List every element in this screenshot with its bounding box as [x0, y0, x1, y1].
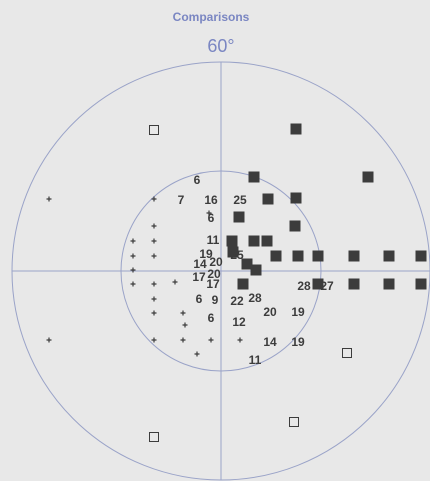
plus-marker — [182, 322, 188, 328]
filled-square-marker — [415, 278, 427, 290]
filled-square-marker — [241, 258, 253, 270]
open-square-marker — [342, 348, 352, 358]
plus-marker — [130, 267, 136, 273]
threshold-value: 20 — [209, 255, 223, 269]
threshold-value: 12 — [232, 315, 246, 329]
threshold-value: 16 — [204, 193, 218, 207]
plus-marker — [172, 279, 178, 285]
plus-marker — [208, 337, 214, 343]
threshold-value: 28 — [297, 279, 311, 293]
plus-marker — [46, 337, 52, 343]
plus-marker — [151, 223, 157, 229]
filled-square-marker — [312, 250, 324, 262]
threshold-value: 11 — [249, 353, 262, 367]
plus-marker — [237, 337, 243, 343]
threshold-value: 28 — [248, 291, 262, 305]
threshold-value: 11 — [207, 233, 220, 247]
threshold-value: 22 — [230, 294, 244, 308]
filled-square-marker — [292, 250, 304, 262]
filled-square-marker — [289, 220, 301, 232]
filled-square-marker — [348, 278, 360, 290]
threshold-value: 20 — [263, 305, 277, 319]
filled-square-marker — [226, 235, 238, 247]
plus-marker — [194, 351, 200, 357]
filled-square-marker — [261, 235, 273, 247]
threshold-value: 25 — [233, 193, 247, 207]
threshold-value: 27 — [320, 279, 334, 293]
plus-marker — [151, 337, 157, 343]
filled-square-marker — [227, 246, 239, 258]
threshold-value: 25 — [230, 248, 244, 262]
filled-square-marker — [270, 250, 282, 262]
plus-marker — [130, 281, 136, 287]
threshold-value: 19 — [291, 335, 305, 349]
plus-marker — [46, 196, 52, 202]
filled-square-marker — [383, 250, 395, 262]
filled-square-marker — [248, 235, 260, 247]
plus-marker — [151, 281, 157, 287]
filled-square-marker — [290, 123, 302, 135]
filled-square-marker — [312, 278, 324, 290]
plus-marker — [151, 238, 157, 244]
plus-marker — [130, 238, 136, 244]
filled-square-marker — [237, 278, 249, 290]
threshold-value: 14 — [263, 335, 277, 349]
threshold-value: 17 — [192, 270, 206, 284]
threshold-value: 20 — [207, 267, 221, 281]
threshold-value: 7 — [178, 193, 185, 207]
filled-square-marker — [362, 171, 374, 183]
threshold-value: 19 — [199, 247, 213, 261]
threshold-value: 14 — [193, 257, 207, 271]
markers-layer — [46, 123, 427, 442]
open-square-marker — [149, 432, 159, 442]
filled-square-marker — [262, 193, 274, 205]
open-square-marker — [289, 417, 299, 427]
plus-marker — [180, 310, 186, 316]
outer-angle-label: 60° — [207, 36, 234, 56]
filled-square-marker — [290, 192, 302, 204]
threshold-value: 17 — [206, 277, 220, 291]
threshold-value: 6 — [194, 173, 201, 187]
plus-marker — [151, 196, 157, 202]
threshold-value: 6 — [208, 211, 215, 225]
filled-square-marker — [383, 278, 395, 290]
filled-square-marker — [250, 264, 262, 276]
plus-marker — [180, 337, 186, 343]
filled-square-marker — [415, 250, 427, 262]
plus-marker — [151, 310, 157, 316]
filled-square-marker — [233, 211, 245, 223]
plus-marker — [206, 210, 212, 216]
plus-marker — [130, 253, 136, 259]
threshold-value: 6 — [196, 292, 203, 306]
filled-square-marker — [248, 171, 260, 183]
filled-square-marker — [348, 250, 360, 262]
plot-title: Comparisons — [173, 10, 250, 24]
plus-marker — [151, 296, 157, 302]
plus-marker — [151, 253, 157, 259]
open-square-marker — [149, 125, 159, 135]
threshold-value: 6 — [208, 311, 215, 325]
threshold-value: 9 — [212, 293, 219, 307]
threshold-value: 19 — [291, 305, 305, 319]
